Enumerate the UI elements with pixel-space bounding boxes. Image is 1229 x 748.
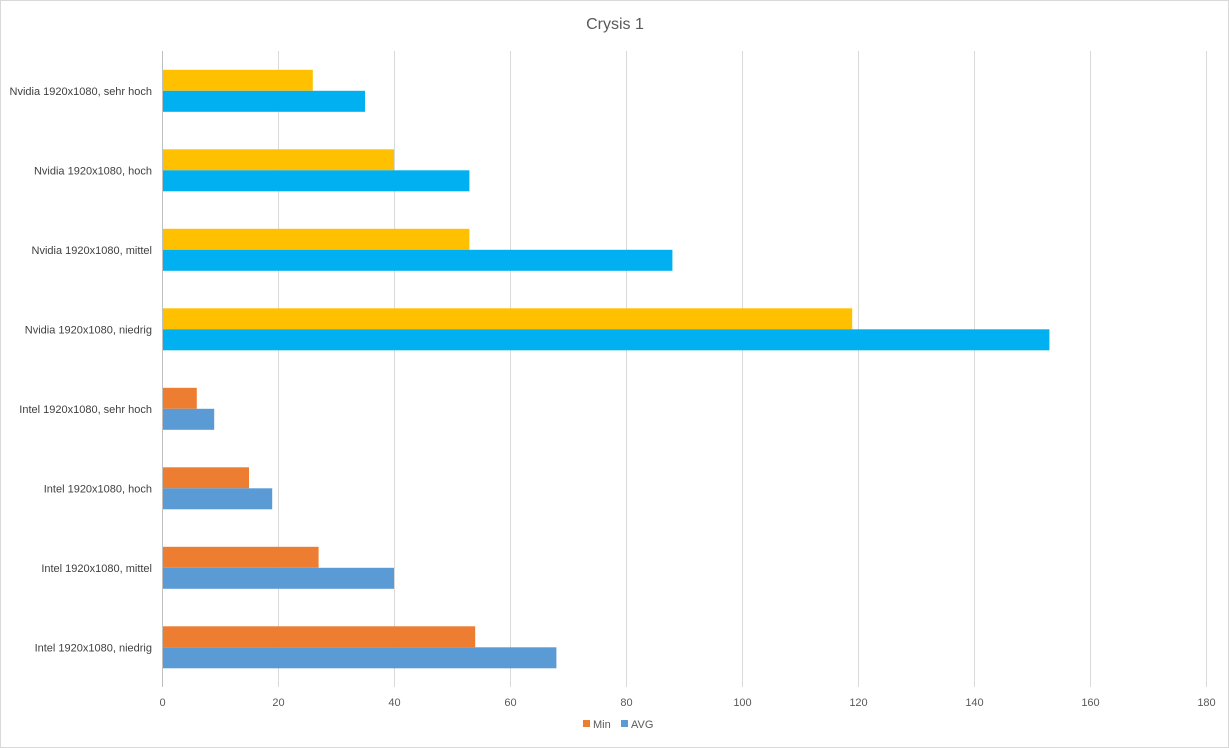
bar-min-4 xyxy=(163,387,197,409)
legend-label-min: Min xyxy=(593,719,611,731)
bar-min-0 xyxy=(163,69,313,91)
x-tick-labels: 0 20 40 60 80 100 120 140 160 180 xyxy=(159,697,1215,709)
x-tick-label: 140 xyxy=(965,697,983,709)
x-tick-label: 120 xyxy=(849,697,867,709)
chart-title: Crysis 1 xyxy=(586,16,644,33)
x-tick-label: 60 xyxy=(504,697,516,709)
x-tick-label: 100 xyxy=(733,697,751,709)
bar-avg-3 xyxy=(163,329,1050,351)
bar-avg-6 xyxy=(163,567,394,589)
legend-label-avg: AVG xyxy=(631,719,653,731)
bar-min-1 xyxy=(163,149,394,171)
x-tick-label: 20 xyxy=(272,697,284,709)
bar-avg-1 xyxy=(163,170,470,192)
legend-swatch-min xyxy=(583,720,590,727)
x-tick-label: 0 xyxy=(159,697,165,709)
bar-min-6 xyxy=(163,546,319,568)
bar-avg-5 xyxy=(163,488,273,510)
bar-min-3 xyxy=(163,308,853,330)
legend-swatch-avg xyxy=(621,720,628,727)
bar-min-2 xyxy=(163,228,470,250)
bar-min-5 xyxy=(163,467,249,489)
category-label: Intel 1920x1080, mittel xyxy=(41,563,152,575)
bars xyxy=(163,69,1050,669)
bar-avg-0 xyxy=(163,90,365,112)
x-tick-label: 180 xyxy=(1197,697,1215,709)
category-label: Nvidia 1920x1080, mittel xyxy=(32,245,152,257)
category-label: Nvidia 1920x1080, sehr hoch xyxy=(10,86,152,98)
bar-avg-4 xyxy=(163,408,215,430)
x-tick-label: 40 xyxy=(388,697,400,709)
category-label: Intel 1920x1080, niedrig xyxy=(35,642,152,654)
category-label: Nvidia 1920x1080, hoch xyxy=(34,165,152,177)
bar-avg-2 xyxy=(163,249,673,271)
category-label: Intel 1920x1080, sehr hoch xyxy=(19,404,152,416)
x-tick-label: 80 xyxy=(620,697,632,709)
bar-min-7 xyxy=(163,626,476,648)
category-labels: Nvidia 1920x1080, sehr hoch Nvidia 1920x1… xyxy=(10,86,152,654)
legend: Min AVG xyxy=(583,719,653,731)
category-label: Intel 1920x1080, hoch xyxy=(44,483,152,495)
bar-avg-7 xyxy=(163,647,557,669)
category-label: Nvidia 1920x1080, niedrig xyxy=(25,324,152,336)
x-tick-label: 160 xyxy=(1081,697,1099,709)
gridlines xyxy=(162,51,1207,687)
